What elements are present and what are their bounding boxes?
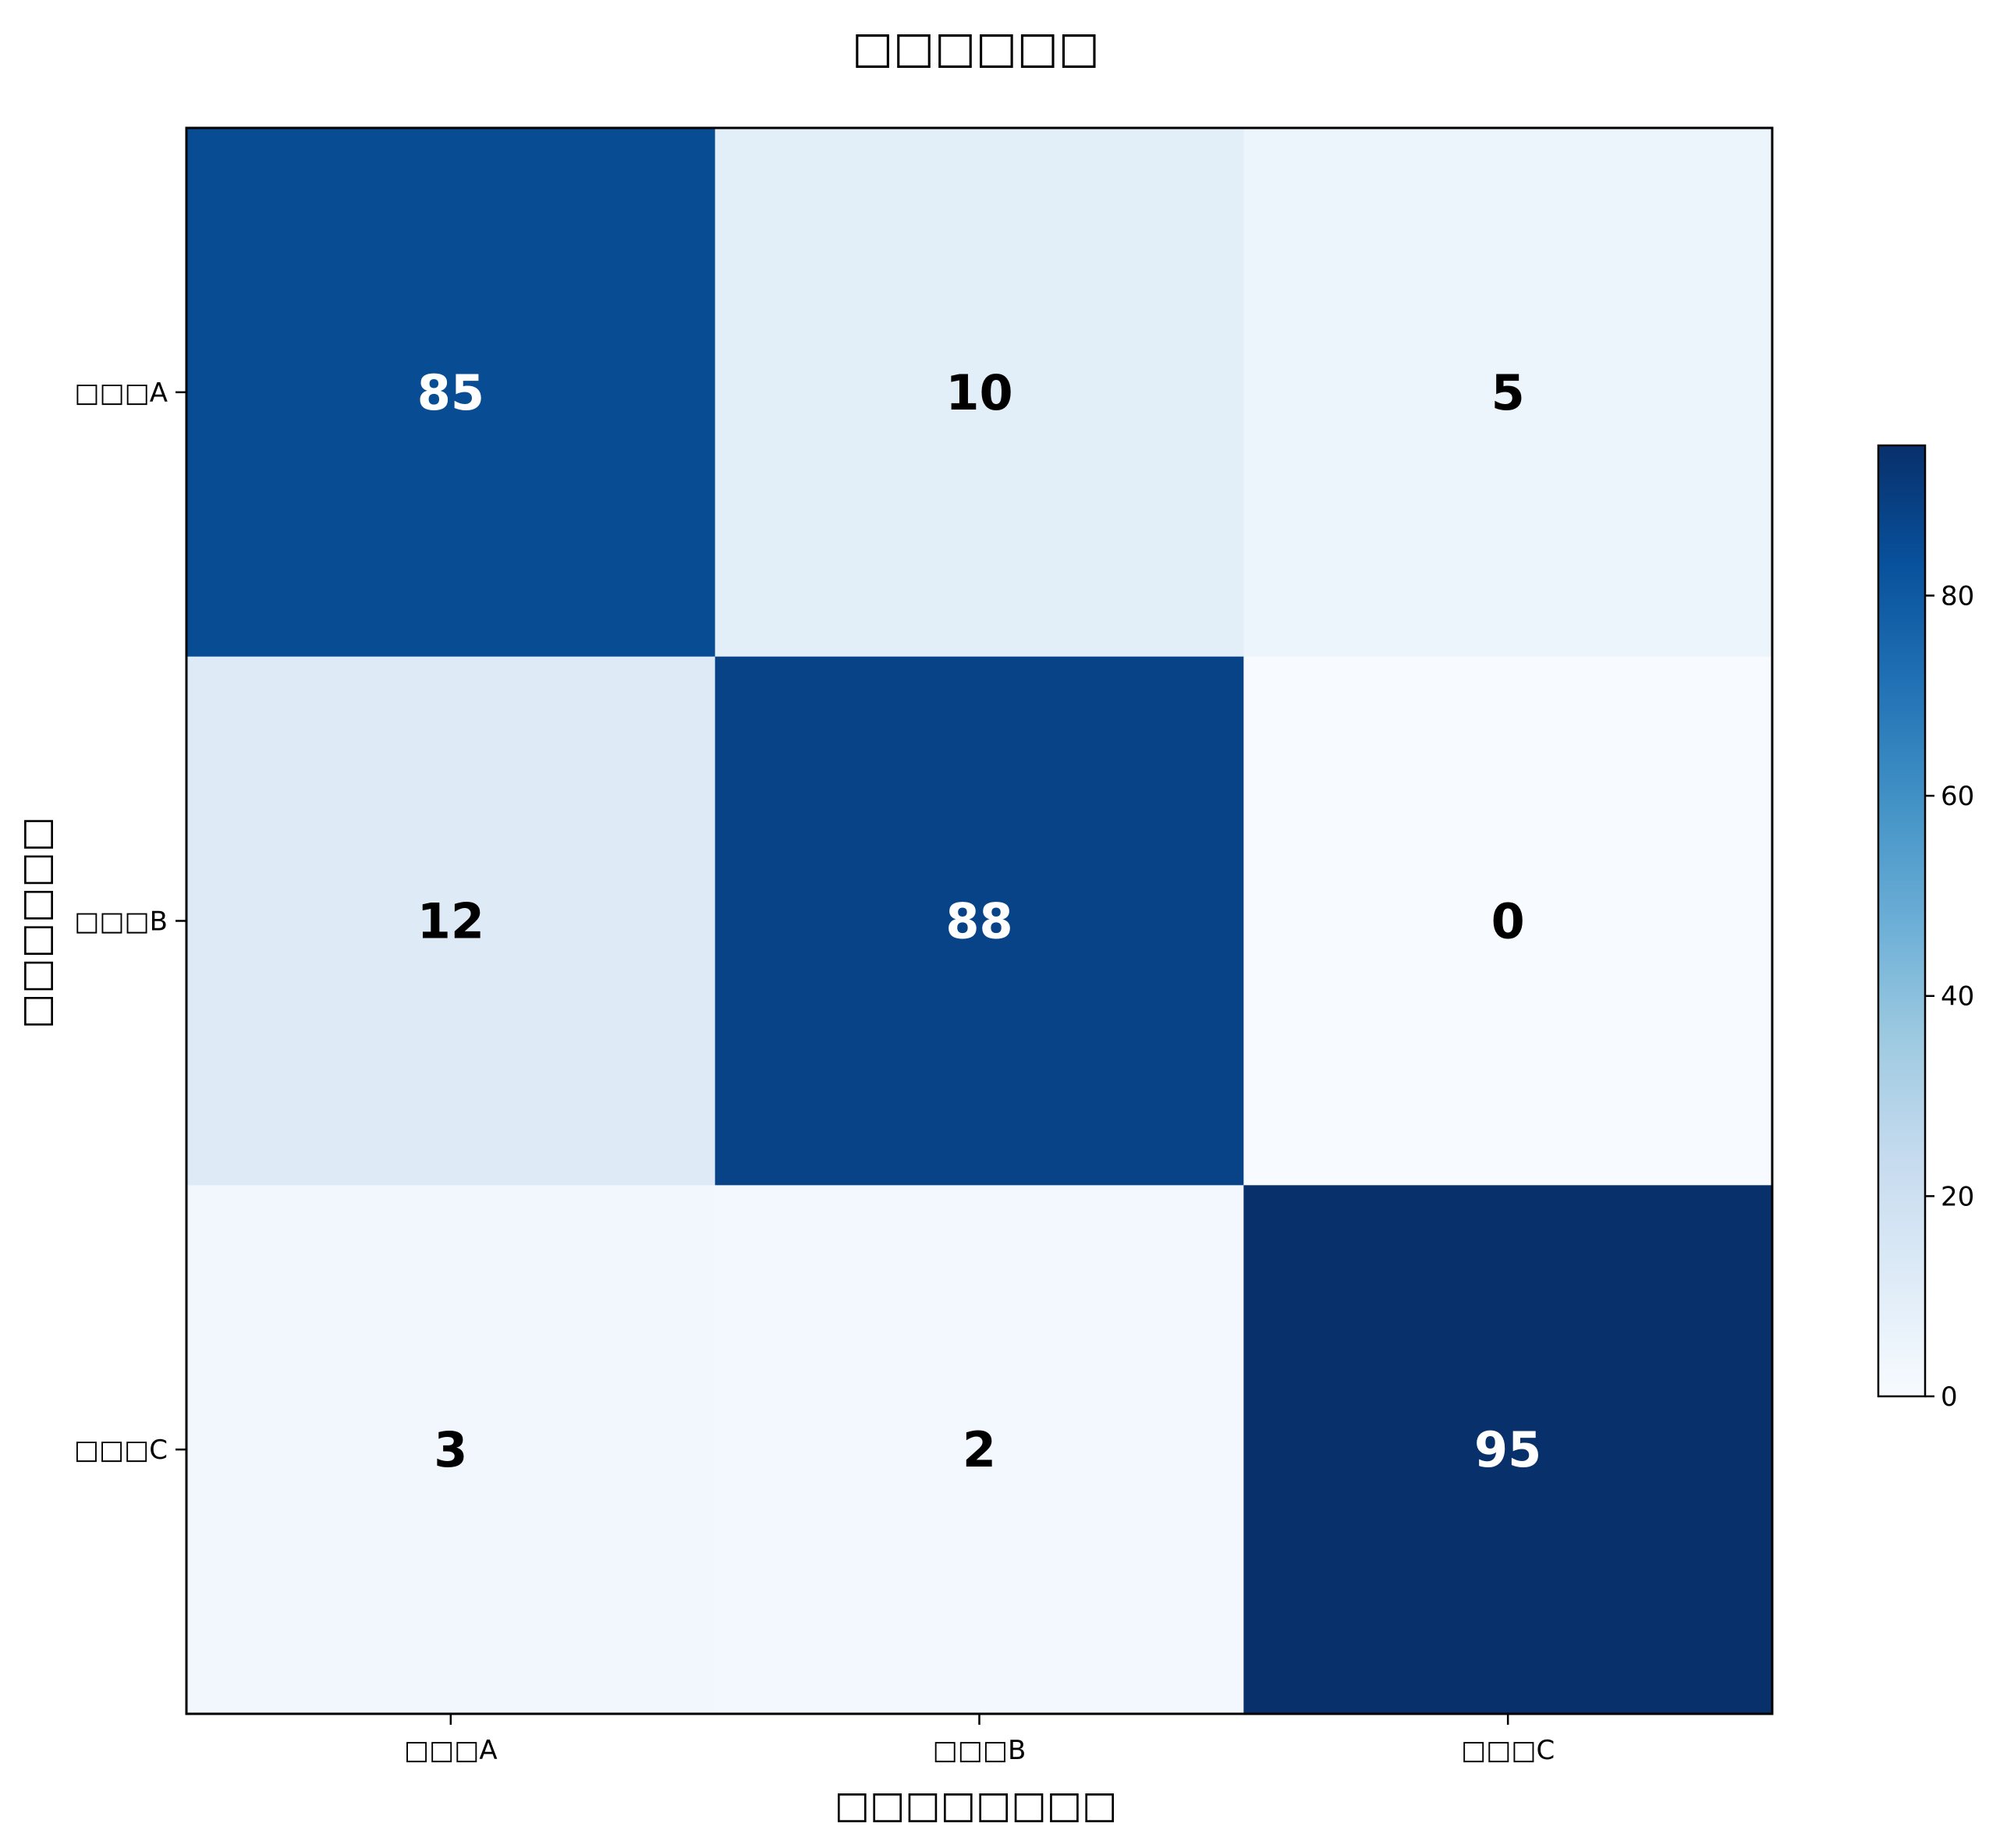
colorbar-tick-label-2: 40	[1941, 981, 1974, 1013]
y-tick-label-1: □□□B	[74, 906, 168, 938]
heatmap-cell-r0-c2	[1243, 128, 1773, 658]
heatmap-cell-r0-c0	[186, 128, 716, 658]
cell-value-r1-c2: 0	[1491, 893, 1525, 950]
heatmap-cell-r1-c1	[715, 656, 1244, 1186]
heatmap-cell-labels: 85 10 5 12 88 0 3 2 95	[417, 364, 1542, 1478]
y-tick-label-2: □□□C	[74, 1435, 168, 1466]
heatmap-cells	[186, 128, 1773, 1715]
x-tick-label-2: □□□C	[1461, 1735, 1555, 1766]
y-tick-label-0: □□□A	[74, 378, 168, 409]
cell-value-r0-c1: 10	[945, 364, 1012, 421]
cell-value-r0-c2: 5	[1491, 364, 1525, 421]
heatmap-cell-r2-c1	[715, 1185, 1244, 1715]
colorbar-tick-label-0: 0	[1941, 1382, 1958, 1413]
heatmap-cell-r2-c0	[186, 1185, 716, 1715]
colorbar-tick-label-4: 80	[1941, 580, 1974, 612]
chart-title: □□□□□□	[852, 23, 1099, 73]
heatmap-cell-r2-c2	[1243, 1185, 1773, 1715]
cell-value-r0-c0: 85	[417, 364, 484, 421]
colorbar-tick-label-1: 20	[1941, 1181, 1974, 1212]
cell-value-r2-c0: 3	[434, 1421, 467, 1478]
colorbar	[1877, 444, 1927, 1398]
x-axis-ticks: □□□A □□□B □□□C	[404, 1714, 1555, 1766]
heatmap-cell-r1-c2	[1243, 656, 1773, 1186]
y-axis-ticks: □□□A □□□B □□□C	[74, 378, 186, 1466]
cell-value-r2-c1: 2	[963, 1421, 996, 1478]
x-tick-label-0: □□□A	[404, 1735, 498, 1766]
colorbar-tick-label-3: 60	[1941, 781, 1974, 812]
x-axis-label: □□□□□□□□	[835, 1783, 1118, 1827]
cell-value-r1-c1: 88	[945, 893, 1012, 950]
colorbar-ticks: 0 20 40 60 80	[1925, 580, 1974, 1413]
heatmap-cell-r0-c1	[715, 128, 1244, 658]
cell-value-r2-c2: 95	[1474, 1421, 1541, 1478]
heatmap-cell-r1-c0	[186, 656, 716, 1186]
cell-value-r1-c0: 12	[417, 893, 484, 950]
y-axis-label: □□□□□□	[14, 817, 58, 1029]
x-tick-label-1: □□□B	[933, 1735, 1027, 1766]
